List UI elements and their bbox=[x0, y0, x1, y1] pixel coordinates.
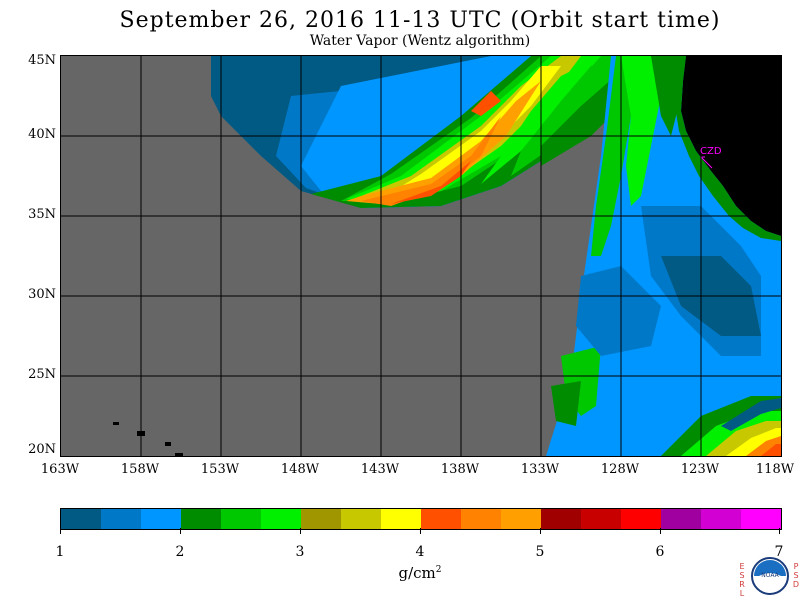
colorbar-swatch-10 bbox=[461, 509, 501, 529]
lon-label-118w: 118W bbox=[755, 462, 795, 477]
lat-label-30n: 30N bbox=[28, 287, 56, 302]
colorbar-tick bbox=[660, 528, 661, 534]
colorbar-label-4: 4 bbox=[415, 544, 425, 560]
colorbar-swatch-3 bbox=[181, 509, 221, 529]
colorbar-swatch-12 bbox=[541, 509, 581, 529]
land-california bbox=[681, 56, 781, 236]
colorbar-swatch-1 bbox=[101, 509, 141, 529]
water-vapor-map bbox=[60, 55, 782, 457]
noaa-logo-text: NOAA bbox=[761, 572, 779, 579]
colorbar-tick bbox=[540, 528, 541, 534]
colorbar-swatch-8 bbox=[381, 509, 421, 529]
colorbar-swatch-0 bbox=[61, 509, 101, 529]
colorbar-label-1: 1 bbox=[55, 544, 65, 560]
lat-label-45n: 45N bbox=[28, 53, 56, 68]
lon-label-158w: 158W bbox=[120, 462, 160, 477]
station-czd-marker bbox=[700, 156, 713, 169]
colorbar-swatch-14 bbox=[621, 509, 661, 529]
coastal-green bbox=[674, 56, 781, 241]
lat-label-25n: 25N bbox=[28, 367, 56, 382]
lon-label-123w: 123W bbox=[680, 462, 720, 477]
units-exponent: 2 bbox=[435, 565, 442, 575]
colorbar-tick bbox=[300, 528, 301, 534]
lat-label-20n: 20N bbox=[28, 442, 56, 457]
colorbar-swatch-9 bbox=[421, 509, 461, 529]
colorbar-swatch-15 bbox=[661, 509, 701, 529]
station-label-czd: CZD bbox=[700, 146, 722, 157]
map-canvas bbox=[61, 56, 781, 456]
lon-label-138w: 138W bbox=[440, 462, 480, 477]
colorbar-swatch-7 bbox=[341, 509, 381, 529]
noaa-logo: NOAA bbox=[751, 557, 789, 595]
units-label: g/cm2 bbox=[0, 564, 800, 582]
lon-label-148w: 148W bbox=[280, 462, 320, 477]
lat-label-40n: 40N bbox=[28, 127, 56, 142]
map-title: September 26, 2016 11-13 UTC (Orbit star… bbox=[119, 8, 721, 33]
lon-label-128w: 128W bbox=[600, 462, 640, 477]
units-text: g/cm bbox=[398, 564, 436, 582]
lon-label-153w: 153W bbox=[200, 462, 240, 477]
colorbar-swatch-5 bbox=[261, 509, 301, 529]
colorbar-swatch-11 bbox=[501, 509, 541, 529]
lon-label-163w: 163W bbox=[40, 462, 80, 477]
colorbar-tick bbox=[180, 528, 181, 534]
colorbar-swatch-6 bbox=[301, 509, 341, 529]
lon-label-143w: 143W bbox=[360, 462, 400, 477]
colorbar-swatch-2 bbox=[141, 509, 181, 529]
colorbar-swatch-13 bbox=[581, 509, 621, 529]
colorbar-label-7: 7 bbox=[774, 544, 784, 560]
north-swath bbox=[211, 56, 681, 208]
colorbar-label-6: 6 bbox=[655, 544, 665, 560]
color-scale-bar bbox=[60, 508, 782, 530]
colorbar-tick bbox=[779, 528, 780, 534]
lat-label-35n: 35N bbox=[28, 207, 56, 222]
lon-label-133w: 133W bbox=[520, 462, 560, 477]
colorbar-swatch-16 bbox=[701, 509, 741, 529]
colorbar-swatch-4 bbox=[221, 509, 261, 529]
colorbar-label-2: 2 bbox=[175, 544, 185, 560]
colorbar-label-5: 5 bbox=[535, 544, 545, 560]
graticule bbox=[61, 56, 781, 456]
map-subtitle: Water Vapor (Wentz algorithm) bbox=[309, 33, 531, 49]
colorbar-swatch-17 bbox=[741, 509, 781, 529]
colorbar-tick bbox=[60, 528, 61, 534]
colorbar-label-3: 3 bbox=[295, 544, 305, 560]
colorbar-tick bbox=[420, 528, 421, 534]
